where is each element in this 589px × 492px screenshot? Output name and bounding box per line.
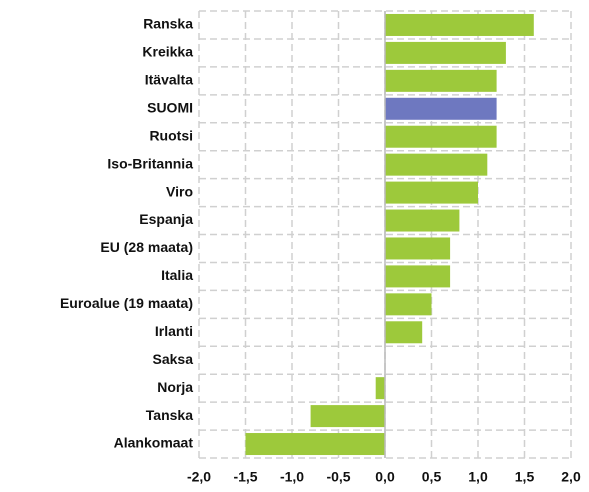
y-tick-label: Ranska [143,16,193,32]
bar [385,125,497,148]
y-tick-label: Alankomaat [114,435,194,451]
y-tick-label: Kreikka [142,44,193,60]
x-tick-label: 2,0 [561,469,581,485]
x-tick-label: 0,0 [375,469,395,485]
y-tick-label: Norja [157,379,193,395]
y-tick-label: Iso-Britannia [107,155,193,171]
y-tick-label: SUOMI [147,99,193,115]
y-tick-label: Tanska [146,407,193,423]
x-tick-label: 1,0 [468,469,488,485]
y-tick-label: Irlanti [155,323,193,339]
bar [245,433,385,456]
bar [385,321,423,344]
y-tick-label: Italia [161,267,193,283]
bar [385,181,478,204]
bar [385,153,488,176]
x-tick-label: -1,0 [280,469,304,485]
x-tick-label: 1,5 [515,469,535,485]
bar [385,97,497,120]
y-tick-label: EU (28 maata) [100,239,193,255]
y-tick-label: Espanja [139,211,193,227]
bar [385,13,534,36]
y-tick-label: Ruotsi [149,127,193,143]
x-tick-label: -1,5 [233,469,257,485]
x-tick-label: -0,5 [326,469,350,485]
bar [385,265,451,288]
y-tick-label: Euroalue (19 maata) [60,295,193,311]
y-tick-label: Saksa [153,351,194,367]
bar [385,209,460,232]
bar [385,293,432,316]
bar [375,377,385,400]
y-tick-label: Viro [166,183,193,199]
bar [385,41,506,64]
y-tick-label: Itävalta [145,72,193,88]
bar [385,69,497,92]
x-tick-label: 0,5 [422,469,442,485]
bar [385,237,451,260]
bar [310,405,385,428]
x-tick-label: -2,0 [187,469,211,485]
